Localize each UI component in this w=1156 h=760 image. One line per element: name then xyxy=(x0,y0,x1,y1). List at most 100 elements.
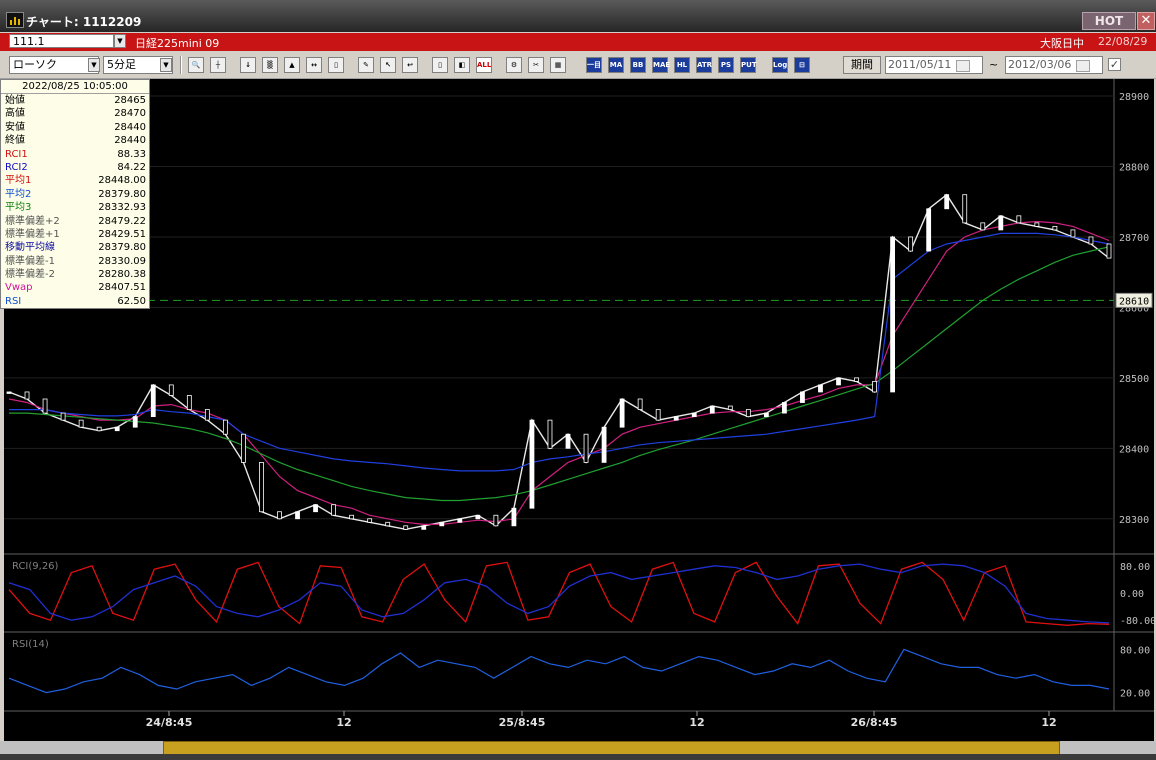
calendar-icon[interactable] xyxy=(956,60,970,72)
info-label: 平均3 xyxy=(5,202,32,214)
rci-panel-label: RCI(9,26) xyxy=(12,561,59,572)
scroll-down-icon[interactable]: ↓ xyxy=(240,57,256,73)
candle xyxy=(944,194,950,210)
candle xyxy=(511,507,517,527)
candle xyxy=(421,525,427,530)
info-label: 高値 xyxy=(5,108,25,120)
info-value: 28429.51 xyxy=(98,228,146,240)
chevron-down-icon[interactable]: ▼ xyxy=(114,34,126,48)
x-tick-label: 12 xyxy=(1041,716,1056,729)
date-to-input[interactable]: 2012/03/06 xyxy=(1005,56,1103,74)
date-range-checkbox[interactable]: ✓ xyxy=(1108,58,1121,71)
info-value: 28470 xyxy=(114,108,146,120)
indicator-button-5[interactable]: ATR xyxy=(696,57,712,73)
price-tick-label: 28300 xyxy=(1119,515,1149,526)
price-tick-label: 28900 xyxy=(1119,92,1149,103)
candle-icon[interactable]: ▯ xyxy=(432,57,448,73)
hot-button[interactable]: HOT xyxy=(1082,12,1136,30)
interval-select[interactable]: 5分足 xyxy=(103,56,173,74)
calendar-icon[interactable] xyxy=(1076,60,1090,72)
info-label: 始値 xyxy=(5,95,25,106)
tool-icon[interactable]: ✂ xyxy=(528,57,544,73)
info-row: 平均1 28448.00 xyxy=(1,174,149,187)
scroll-bar[interactable] xyxy=(0,741,1156,760)
candle xyxy=(980,222,986,231)
candle xyxy=(114,426,120,432)
indicator-button-6[interactable]: PS xyxy=(718,57,734,73)
info-value: 28379.80 xyxy=(98,242,146,254)
scroll-track xyxy=(0,754,1156,760)
current-price-box xyxy=(1115,292,1153,308)
chart-area[interactable]: 28900 28800 28700 28600 28500 28400 28300 28610… xyxy=(4,79,1154,741)
chevron-down-icon[interactable]: ▼ xyxy=(88,58,100,72)
candle xyxy=(241,433,246,463)
x-tick-label: 12 xyxy=(689,716,704,729)
date-from-input[interactable]: 2011/05/11 xyxy=(885,56,983,74)
crosshair-icon[interactable]: ┼ xyxy=(210,57,226,73)
candle-alt-icon[interactable]: ◧ xyxy=(454,57,470,73)
toolbar: ローソク ▼ 5分足 ▼ 🔍 ┼ ↓ ▒ ▲ ↔ ▯ ✎ ↖ ↩ ▯ ◧ ALL ⚙ ✂ ▦ 一目 MA BB MAE… xyxy=(0,52,1156,79)
indicator-button-1[interactable]: MA xyxy=(608,57,624,73)
candle xyxy=(367,518,373,523)
info-label: 標準偏差+1 xyxy=(5,228,60,240)
indicator-button-8[interactable]: Log xyxy=(772,57,788,73)
current-price-label: 28610 xyxy=(1119,296,1149,307)
candle xyxy=(6,391,12,394)
all-icon[interactable]: ALL xyxy=(476,57,492,73)
chart-icon[interactable]: ▲ xyxy=(284,57,300,73)
candle xyxy=(277,511,282,520)
info-row: 終値 28440 xyxy=(1,134,149,147)
pencil-icon[interactable]: ✎ xyxy=(358,57,374,73)
indicator-button-3[interactable]: MAE xyxy=(652,57,670,73)
date-from-value: 2011/05/11 xyxy=(888,58,952,71)
candle xyxy=(42,398,48,414)
info-row: RSI 62.50 xyxy=(1,295,149,308)
cursor-icon[interactable]: ↖ xyxy=(380,57,396,73)
symbol-bar: 111.1 ▼ 日経225mini 09 大阪日中 22/08/29 xyxy=(0,33,1156,51)
select-icon[interactable]: ▒ xyxy=(262,57,278,73)
info-label: 終値 xyxy=(5,135,25,147)
candle xyxy=(331,504,336,516)
x-tick-label: 12 xyxy=(336,716,351,729)
zoom-icon[interactable]: 🔍 xyxy=(188,57,204,73)
x-tick-label: 24/8:45 xyxy=(146,716,193,729)
memo-icon[interactable]: ▯ xyxy=(328,57,344,73)
info-label: RCI1 xyxy=(5,148,28,160)
arrow-icon[interactable]: ↔ xyxy=(306,57,322,73)
chart-type-select[interactable]: ローソク xyxy=(9,56,99,74)
indicator-button-0[interactable]: 一目 xyxy=(586,57,602,73)
indicator-button-9[interactable]: ⊟ xyxy=(794,57,810,73)
rsi-tick-label: 80.00 xyxy=(1120,645,1150,656)
info-value: 62.50 xyxy=(117,295,146,307)
info-row: RCI1 88.33 xyxy=(1,148,149,161)
x-tick-label: 25/8:45 xyxy=(499,716,546,729)
x-tick-label: 26/8:45 xyxy=(851,716,898,729)
candle xyxy=(709,405,715,414)
vwap-line xyxy=(8,220,1110,525)
candle xyxy=(1034,222,1040,227)
period-button[interactable]: 期間 xyxy=(843,56,881,74)
info-value: 28379.80 xyxy=(98,188,146,200)
candle xyxy=(403,525,409,530)
indicator-button-2[interactable]: BB xyxy=(630,57,646,73)
candle xyxy=(637,398,643,410)
close-button[interactable]: ✕ xyxy=(1137,12,1155,30)
rci-line-2 xyxy=(8,563,1110,624)
indicator-button-7[interactable]: PUT xyxy=(740,57,757,73)
candle xyxy=(1016,215,1022,224)
symbol-code-input[interactable]: 111.1 xyxy=(9,34,114,48)
indicator-button-4[interactable]: HL xyxy=(674,57,690,73)
candle xyxy=(204,409,210,421)
candle xyxy=(60,412,66,421)
palette-icon[interactable]: ▦ xyxy=(550,57,566,73)
undo-icon[interactable]: ↩ xyxy=(402,57,418,73)
rci-tick-label: -80.00 xyxy=(1120,616,1154,627)
settings-icon[interactable]: ⚙ xyxy=(506,57,522,73)
price-tick-label: 28500 xyxy=(1119,374,1149,385)
price-tick-label: 28700 xyxy=(1119,233,1149,244)
candle xyxy=(259,462,264,513)
info-label: Vwap xyxy=(5,282,33,294)
close-line xyxy=(8,193,1110,531)
chevron-down-icon[interactable]: ▼ xyxy=(160,58,172,72)
candle xyxy=(132,416,138,428)
